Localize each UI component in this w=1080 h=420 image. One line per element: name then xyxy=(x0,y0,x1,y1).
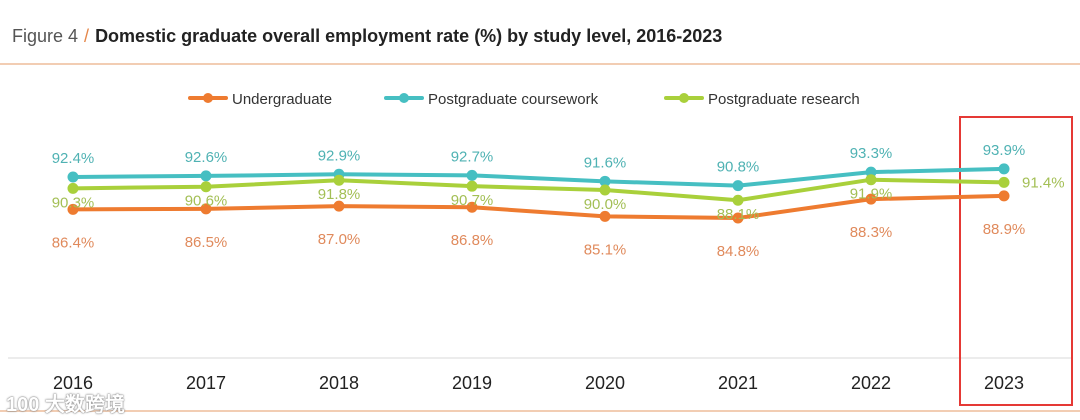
title-separator: / xyxy=(84,26,90,46)
legend-label-0: Undergraduate xyxy=(232,91,332,108)
data-point xyxy=(998,190,1010,202)
data-point xyxy=(200,181,212,193)
data-label: 88.9% xyxy=(983,221,1026,238)
data-label: 86.8% xyxy=(451,232,494,249)
data-point xyxy=(998,163,1010,175)
data-label: 93.3% xyxy=(850,145,893,162)
data-label: 86.5% xyxy=(185,234,228,251)
series-line-2 xyxy=(72,177,1005,203)
data-label: 87.0% xyxy=(318,231,361,248)
legend-marker-1 xyxy=(399,93,409,103)
x-tick-label: 2019 xyxy=(452,373,492,393)
bottom-divider xyxy=(0,410,1080,412)
watermark: 100 大数跨境 xyxy=(6,394,125,416)
highlight-box-2023 xyxy=(959,116,1073,406)
data-label: 88.1% xyxy=(717,206,760,223)
x-tick-label: 2023 xyxy=(984,373,1024,393)
data-label: 93.9% xyxy=(983,142,1026,159)
x-tick-label: 2017 xyxy=(186,373,226,393)
data-point xyxy=(333,174,345,186)
data-point xyxy=(466,201,478,213)
data-label: 84.8% xyxy=(717,243,760,260)
data-label: 91.6% xyxy=(584,154,627,171)
data-label: 91.9% xyxy=(850,186,893,203)
legend-marker-0 xyxy=(203,93,213,103)
series-line-0 xyxy=(72,193,1005,221)
data-label: 88.3% xyxy=(850,224,893,241)
data-label: 90.0% xyxy=(584,196,627,213)
data-point xyxy=(67,203,79,215)
data-point xyxy=(732,212,744,224)
data-point xyxy=(732,194,744,206)
data-point xyxy=(599,210,611,222)
x-tick-label: 2016 xyxy=(53,373,93,393)
data-label: 92.9% xyxy=(318,147,361,164)
x-tick-label: 2021 xyxy=(718,373,758,393)
data-point xyxy=(599,184,611,196)
data-point xyxy=(67,182,79,194)
data-label: 86.4% xyxy=(52,234,95,251)
data-label: 85.1% xyxy=(584,241,627,258)
data-point xyxy=(333,200,345,212)
x-tick-label: 2020 xyxy=(585,373,625,393)
data-point xyxy=(998,176,1010,188)
legend-label-2: Postgraduate research xyxy=(708,91,860,108)
title-text: Domestic graduate overall employment rat… xyxy=(95,26,723,46)
data-point xyxy=(599,175,611,187)
data-label: 90.6% xyxy=(185,193,228,210)
data-point xyxy=(200,203,212,215)
data-point xyxy=(466,180,478,192)
data-point xyxy=(865,174,877,186)
x-tick-label: 2018 xyxy=(319,373,359,393)
data-label: 90.8% xyxy=(717,159,760,176)
title-divider xyxy=(0,63,1080,65)
data-label: 91.8% xyxy=(318,186,361,203)
figure-label: Figure 4 xyxy=(12,26,79,46)
data-point xyxy=(200,170,212,182)
data-label: 90.7% xyxy=(451,192,494,209)
data-point xyxy=(466,169,478,181)
data-label: 90.3% xyxy=(52,194,95,211)
data-point xyxy=(865,166,877,178)
data-point xyxy=(67,171,79,183)
data-point xyxy=(732,180,744,192)
data-point xyxy=(865,193,877,205)
data-label: 92.6% xyxy=(185,149,228,166)
x-tick-label: 2022 xyxy=(851,373,891,393)
series-line-1 xyxy=(72,166,1005,188)
legend-marker-2 xyxy=(679,93,689,103)
data-label: 91.4% xyxy=(1022,174,1065,191)
chart-title: Figure 4/Domestic graduate overall emplo… xyxy=(12,26,722,47)
data-label: 92.7% xyxy=(451,148,494,165)
legend-label-1: Postgraduate coursework xyxy=(428,91,599,108)
data-label: 92.4% xyxy=(52,150,95,167)
